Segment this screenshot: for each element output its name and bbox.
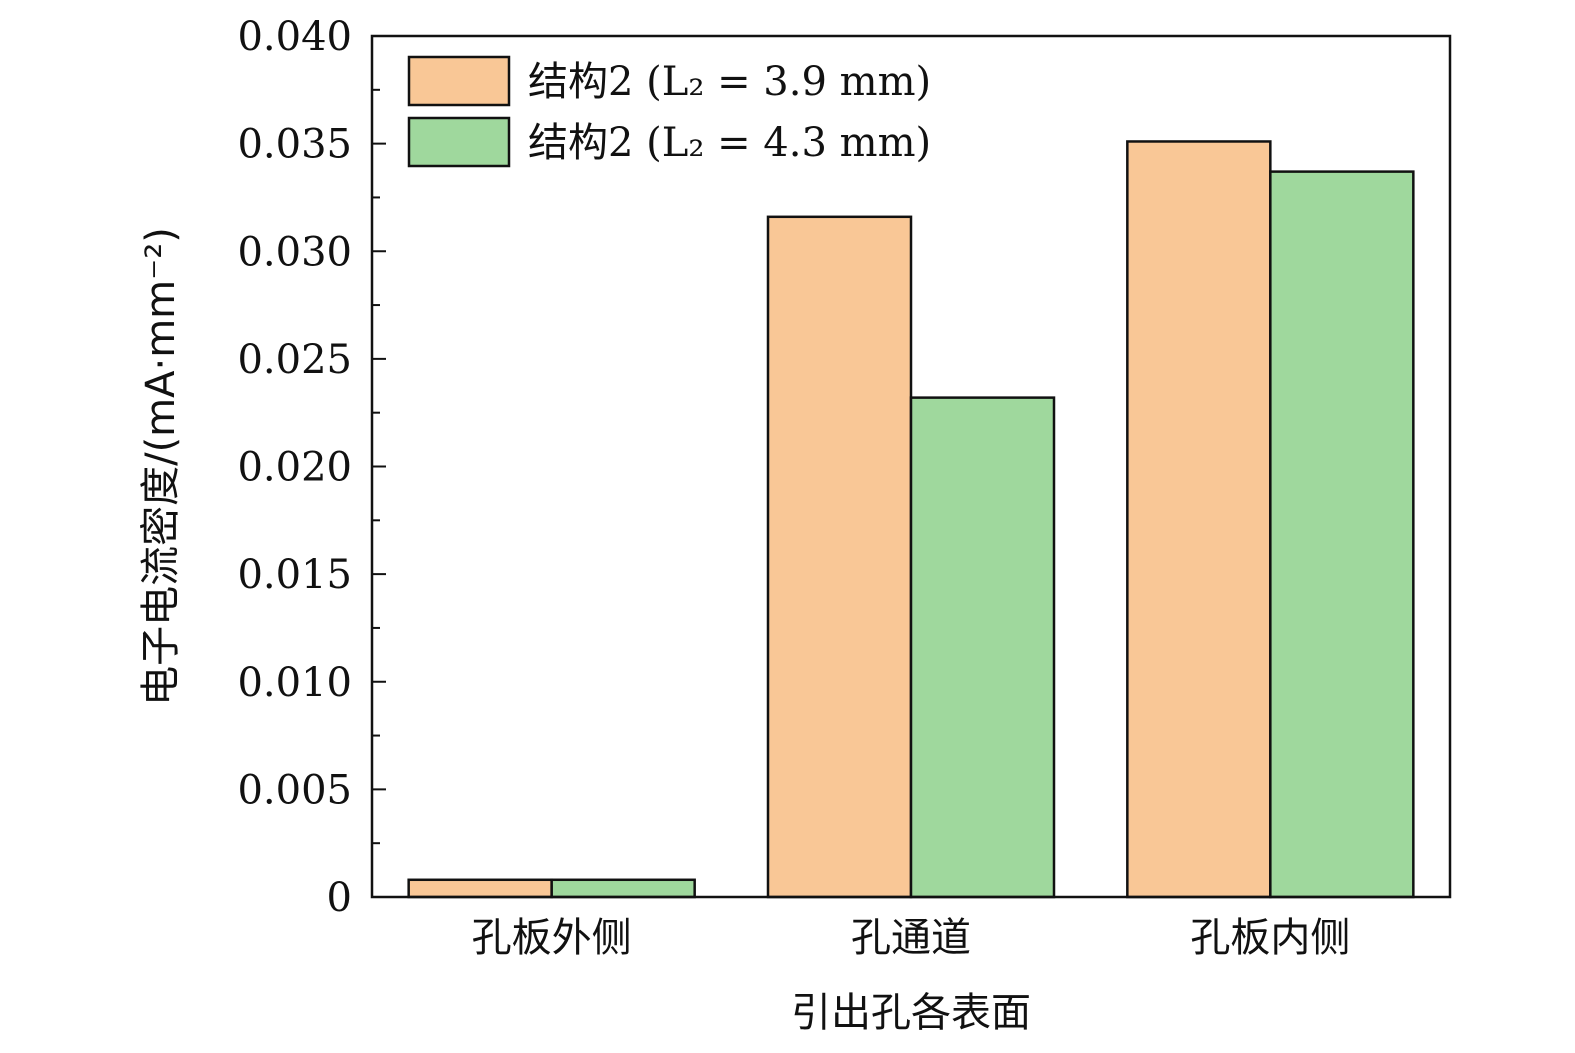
x-category-label: 孔板内侧 bbox=[1190, 915, 1350, 961]
y-tick-label: 0.020 bbox=[237, 445, 352, 491]
bar-series2-1 bbox=[550, 878, 696, 899]
bar-series1-1 bbox=[407, 878, 553, 899]
x-axis: 孔板外侧 孔通道 孔板内侧 bbox=[472, 885, 1350, 961]
y-tick-label: 0 bbox=[327, 875, 352, 921]
y-tick-label: 0.005 bbox=[237, 767, 352, 813]
y-tick-label: 0.025 bbox=[237, 337, 352, 383]
bar-series2-2 bbox=[909, 396, 1056, 899]
bar-series1-2 bbox=[766, 215, 913, 899]
y-tick-label: 0.030 bbox=[237, 229, 352, 275]
y-tick-label: 0.040 bbox=[237, 14, 352, 60]
legend-swatch bbox=[407, 55, 511, 107]
x-category-label: 孔通道 bbox=[851, 915, 971, 961]
y-tick-label: 0.035 bbox=[237, 122, 352, 168]
x-axis-title: 引出孔各表面 bbox=[791, 990, 1031, 1036]
bar-series1-3 bbox=[1126, 140, 1272, 899]
legend-swatch bbox=[407, 116, 511, 168]
y-axis-title: 电子电流密度/(mA·mm⁻²) bbox=[138, 227, 184, 706]
bars-layer bbox=[407, 140, 1415, 899]
legend-label: 结构2 (L₂ = 4.3 mm) bbox=[528, 120, 931, 166]
x-category-label: 孔板外侧 bbox=[472, 915, 632, 961]
legend: 结构2 (L₂ = 3.9 mm) 结构2 (L₂ = 4.3 mm) bbox=[407, 55, 931, 168]
plot-frame bbox=[370, 34, 1452, 899]
y-tick-label: 0.010 bbox=[237, 660, 352, 706]
y-axis: 0 0.005 0.010 0.015 0.020 0.025 0.030 0.035 0.04… bbox=[237, 14, 386, 921]
bar-series2-3 bbox=[1269, 170, 1415, 899]
y-tick-label: 0.015 bbox=[237, 552, 352, 598]
legend-label: 结构2 (L₂ = 3.9 mm) bbox=[528, 59, 931, 105]
